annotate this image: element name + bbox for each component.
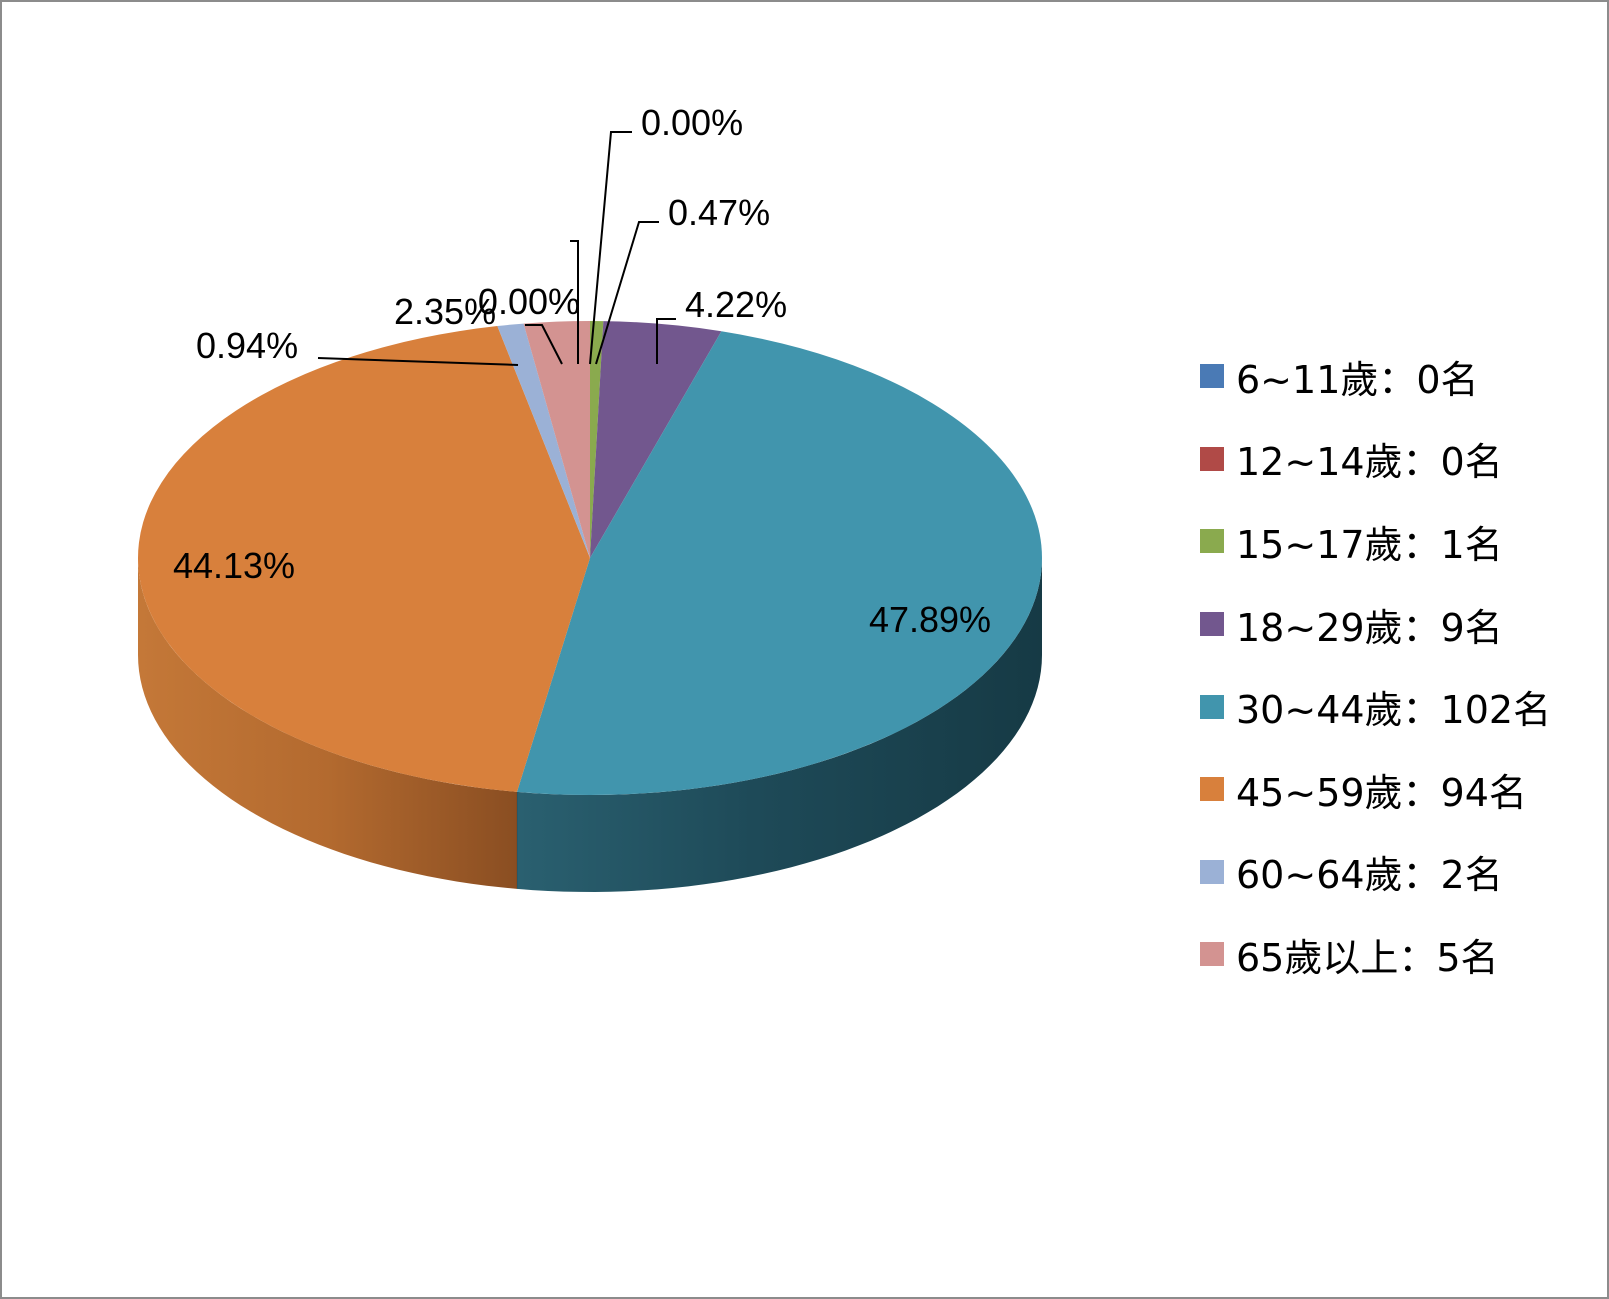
legend-item-5: 45~59歲：94名 [1200,748,1600,831]
legend-swatch-6 [1200,859,1224,884]
legend: 6~11歲：0名 12~14歲：0名 15~17歲：1名 18~29歲：9名 30~44… [1200,335,1600,996]
legend-label-1: 12~14歲：0名 [1236,440,1503,485]
pie-side-4 [516,558,1042,892]
legend-swatch-3 [1200,612,1224,637]
pie-slice-4 [516,331,1042,795]
legend-item-2: 15~17歲：1名 [1200,500,1600,583]
legend-swatch-7 [1200,942,1224,967]
leader-line-2 [595,221,659,365]
legend-item-0: 6~11歲：0名 [1200,335,1600,418]
pie-sides [138,558,1042,892]
legend-item-3: 18~29歲：9名 [1200,583,1600,666]
legend-item-7: 65歲以上：5名 [1200,913,1600,996]
leader-line-0 [570,240,579,364]
data-label-5: 44.13% [173,545,295,586]
legend-label-0: 6~11歲：0名 [1236,357,1479,402]
legend-swatch-0 [1200,364,1224,389]
legend-label-7: 65歲以上：5名 [1236,935,1499,980]
data-label-4: 47.89% [869,599,991,640]
leader-line-1 [589,131,632,365]
legend-item-4: 30~44歲：102名 [1200,665,1600,748]
legend-label-2: 15~17歲：1名 [1236,522,1503,567]
pie-data-labels: 0.00% 0.00% 0.47% 4.22% 47.89% 44.13% 0.94% 2.3… [173,102,991,640]
pie-slice-5 [138,326,590,792]
pie-slice-2 [590,321,604,558]
legend-item-6: 60~64歲：2名 [1200,831,1600,914]
leader-line-7 [525,324,563,365]
data-label-1: 0.00% [641,102,743,143]
pie-leader-lines [317,131,676,366]
pie-top [138,321,1042,795]
data-label-0: 0.00% [478,281,580,322]
legend-swatch-1 [1200,446,1224,471]
legend-label-4: 30~44歲：102名 [1236,688,1552,733]
leader-line-6 [317,357,519,366]
data-label-7: 2.35% [394,291,496,332]
data-label-2: 0.47% [668,192,770,233]
pie-slice-6 [497,323,590,558]
legend-label-5: 45~59歲：94名 [1236,770,1527,815]
leader-line-3 [656,318,676,364]
pie-slice-3 [590,321,722,558]
legend-label-3: 18~29歲：9名 [1236,605,1503,650]
legend-item-1: 12~14歲：0名 [1200,418,1600,501]
legend-swatch-5 [1200,777,1224,802]
legend-swatch-4 [1200,694,1224,719]
legend-swatch-2 [1200,529,1224,554]
pie-side-5 [138,558,517,889]
data-label-6: 0.94% [196,325,298,366]
pie-slice-7 [523,321,590,558]
legend-label-6: 60~64歲：2名 [1236,853,1503,898]
data-label-3: 4.22% [685,284,787,325]
